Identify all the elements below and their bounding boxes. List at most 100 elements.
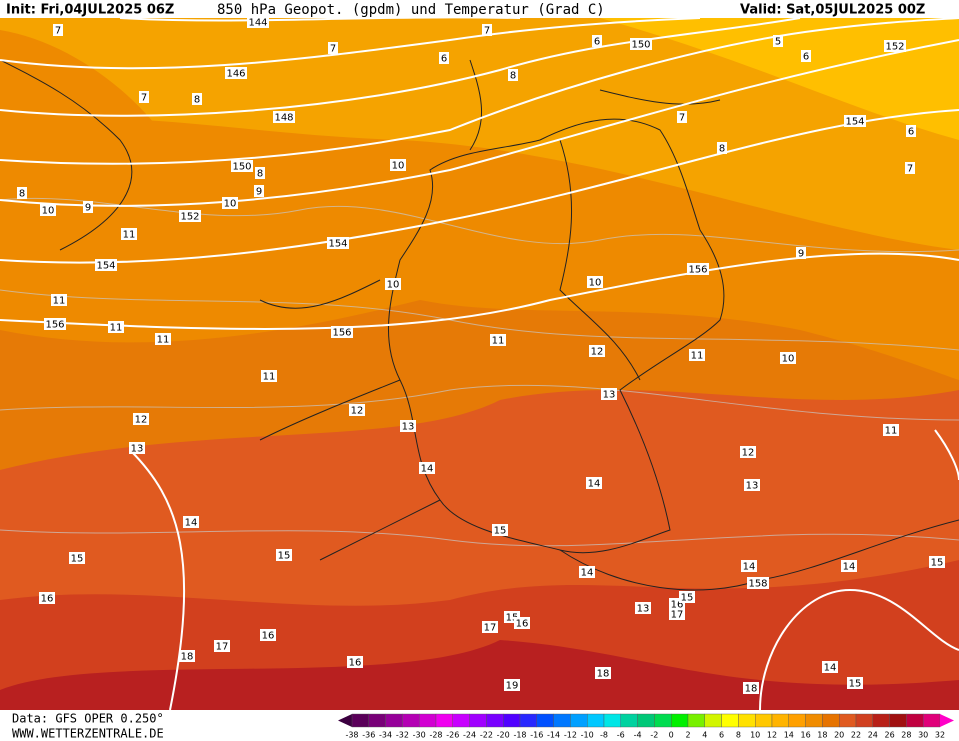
temperature-label: 12: [591, 347, 604, 358]
temperature-label: 7: [679, 113, 685, 124]
temperature-label: 13: [402, 422, 415, 433]
temperature-label: 11: [263, 372, 276, 383]
temperature-label: 6: [803, 52, 809, 63]
temperature-label-box: [83, 201, 93, 213]
coastline: [0, 59, 721, 251]
scale-box: [620, 713, 638, 728]
scale-box: [452, 713, 470, 728]
temperature-label: 7: [907, 164, 913, 175]
geopotential-contour: [0, 109, 959, 264]
scale-box: [519, 713, 537, 728]
scale-box: [822, 713, 840, 728]
geopotential-label: 150: [631, 40, 650, 51]
temperature-label-box: [780, 352, 796, 364]
geopotential-label: 150: [232, 162, 251, 173]
geopotential-label-box: [95, 259, 117, 271]
scale-tick-label: -8: [600, 731, 608, 740]
temperature-label: 16: [349, 658, 362, 669]
scale-tick-label: 32: [935, 731, 945, 740]
temperature-label-box: [349, 404, 365, 416]
temperature-label-box: [929, 556, 945, 568]
temperature-label-box: [587, 276, 603, 288]
temperature-label: 8: [19, 189, 25, 200]
temperature-label-box: [400, 420, 416, 432]
temperature-label: 9: [256, 187, 262, 198]
temperature-label-box: [17, 187, 27, 199]
map-title: 850 hPa Geopot. (gpdm) und Temperatur (G…: [217, 2, 605, 18]
temperature-label: 18: [181, 652, 194, 663]
geopotential-label-box: [884, 40, 906, 52]
temperature-label-box: [439, 52, 449, 64]
scale-box: [587, 713, 605, 728]
scale-tick-label: -12: [564, 731, 577, 740]
color-scale: -38 -36 -34 -32 -30 -28 -26 -24 -22 -20 -18 -16 -14-…: [338, 713, 954, 740]
temperature-label: 16: [671, 600, 684, 611]
temperature-label: 6: [594, 37, 600, 48]
scale-tick-label: 12: [767, 731, 777, 740]
temperature-label-box: [183, 516, 199, 528]
scale-box: [923, 713, 941, 728]
temperature-label-box: [40, 204, 56, 216]
scale-tick-label: 10: [750, 731, 760, 740]
temperature-label: 14: [824, 663, 837, 674]
temperature-label-box: [255, 167, 265, 179]
scale-tick-label: -28: [429, 731, 442, 740]
temperature-label-box: [214, 640, 230, 652]
temperature-label: 12: [351, 406, 364, 417]
temperature-label: 6: [441, 54, 447, 65]
geopotential-contour: [0, 17, 959, 165]
scale-box: [704, 713, 722, 728]
scale-tick-label: -38: [345, 731, 358, 740]
temperature-label: 11: [492, 336, 505, 347]
temperature-label-box: [328, 42, 338, 54]
temperature-label-box: [801, 50, 811, 62]
geopotential-label: 158: [748, 579, 767, 590]
map: 1441461481501501521521541541541561561561…: [0, 16, 959, 711]
scale-box: [771, 713, 789, 728]
scale-box: [671, 713, 689, 728]
temperature-label: 10: [589, 278, 602, 289]
temperature-label-box: [741, 560, 757, 572]
temperature-label: 13: [746, 481, 759, 492]
temperature-label: 13: [131, 444, 144, 455]
temperature-label-box: [155, 333, 171, 345]
geopotential-label: 144: [248, 18, 267, 29]
scale-tick-label: 30: [918, 731, 928, 740]
temperature-label-box: [39, 592, 55, 604]
temperature-label-box: [744, 479, 760, 491]
scale-box: [570, 713, 588, 728]
temperature-label-box: [635, 602, 651, 614]
scale-box: [855, 713, 873, 728]
scale-box: [839, 713, 857, 728]
valid-time: Valid: Sat,05JUL2025 00Z: [740, 3, 925, 18]
temperature-label: 8: [719, 144, 725, 155]
temperature-label-box: [121, 228, 137, 240]
scale-box: [738, 713, 756, 728]
temperature-label: 18: [597, 669, 610, 680]
scale-arrow: [338, 714, 352, 727]
temperature-label-box: [679, 591, 695, 603]
temperature-label: 17: [484, 623, 497, 634]
geopotential-label: 152: [180, 212, 199, 223]
scale-tick-label: -16: [530, 731, 543, 740]
geopotential-label-box: [179, 210, 201, 222]
temperature-label-box: [514, 617, 530, 629]
temperature-label: 14: [743, 562, 756, 573]
temperature-label: 14: [588, 479, 601, 490]
scale-tick-label: -36: [362, 731, 375, 740]
temperature-label: 7: [55, 26, 61, 37]
scale-box: [553, 713, 571, 728]
temperature-label-box: [482, 621, 498, 633]
temperature-label: 17: [216, 642, 229, 653]
temperature-label-box: [133, 413, 149, 425]
temperature-label-box: [51, 294, 67, 306]
temperature-label: 13: [637, 604, 650, 615]
scale-tick-label: -4: [634, 731, 642, 740]
temperature-label: 14: [843, 562, 856, 573]
temperature-label: 10: [42, 206, 55, 217]
temperature-label-box: [595, 667, 611, 679]
temperature-label-box: [508, 69, 518, 81]
temperature-label-box: [796, 247, 806, 259]
temperature-label: 11: [53, 296, 66, 307]
scale-box: [906, 713, 924, 728]
